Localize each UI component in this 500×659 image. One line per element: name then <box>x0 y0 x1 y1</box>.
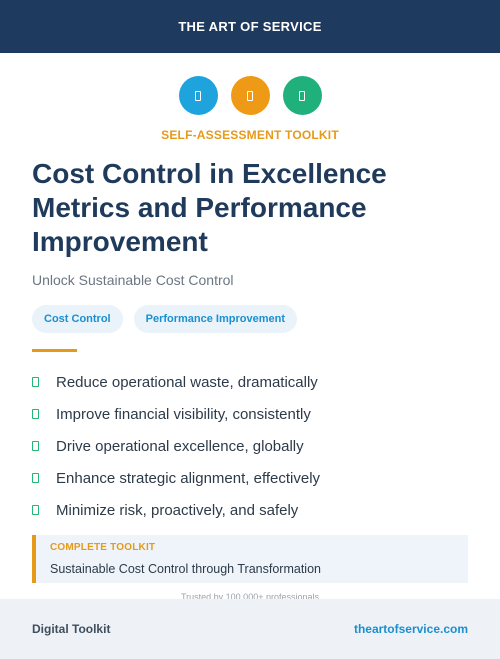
toolkit-kicker: SELF-ASSESSMENT TOOLKIT <box>161 128 339 142</box>
tag-cost-control[interactable]: Cost Control <box>32 305 123 333</box>
trusted-note: Trusted by 100,000+ professionals <box>180 592 319 602</box>
check-icon <box>32 377 39 387</box>
page-title: Cost Control in Excellence Metrics and P… <box>32 158 387 257</box>
benefit-item: Minimize risk, proactively, and safely <box>32 494 472 526</box>
callout-label: COMPLETE TOOLKIT <box>50 542 156 553</box>
document-icon <box>230 76 270 115</box>
check-icon <box>32 505 39 515</box>
icon-row <box>0 76 500 115</box>
benefit-list: Reduce operational waste, dramatically I… <box>32 366 472 526</box>
footer-bar: Digital Toolkit theartofservice.com <box>0 599 500 659</box>
header-bar: THE ART OF SERVICE <box>0 0 500 53</box>
subtitle: Unlock Sustainable Cost Control <box>32 272 234 288</box>
check-icon <box>32 441 39 451</box>
document-icon <box>282 76 322 115</box>
benefit-text: Reduce operational waste, dramatically <box>56 373 318 391</box>
callout-text: Sustainable Cost Control through Transfo… <box>50 562 321 576</box>
brand-title: THE ART OF SERVICE <box>178 19 322 34</box>
benefit-item: Improve financial visibility, consistent… <box>32 398 472 430</box>
tag-list: Cost Control Performance Improvement <box>32 305 297 333</box>
benefit-text: Minimize risk, proactively, and safely <box>56 501 299 519</box>
benefit-item: Enhance strategic alignment, effectively <box>32 462 472 494</box>
check-icon <box>32 409 39 419</box>
website-link[interactable]: theartofservice.com <box>353 622 468 636</box>
accent-divider <box>32 349 77 352</box>
benefit-item: Drive operational excellence, globally <box>32 430 472 462</box>
benefit-text: Drive operational excellence, globally <box>56 437 304 455</box>
footer-label: Digital Toolkit <box>32 622 111 636</box>
benefit-item: Reduce operational waste, dramatically <box>32 366 472 398</box>
check-icon <box>32 473 39 483</box>
tag-performance-improvement[interactable]: Performance Improvement <box>133 305 297 333</box>
document-icon <box>178 76 218 115</box>
benefit-text: Improve financial visibility, consistent… <box>56 405 311 423</box>
benefit-text: Enhance strategic alignment, effectively <box>56 469 321 487</box>
toolkit-callout: COMPLETE TOOLKIT Sustainable Cost Contro… <box>32 535 468 583</box>
